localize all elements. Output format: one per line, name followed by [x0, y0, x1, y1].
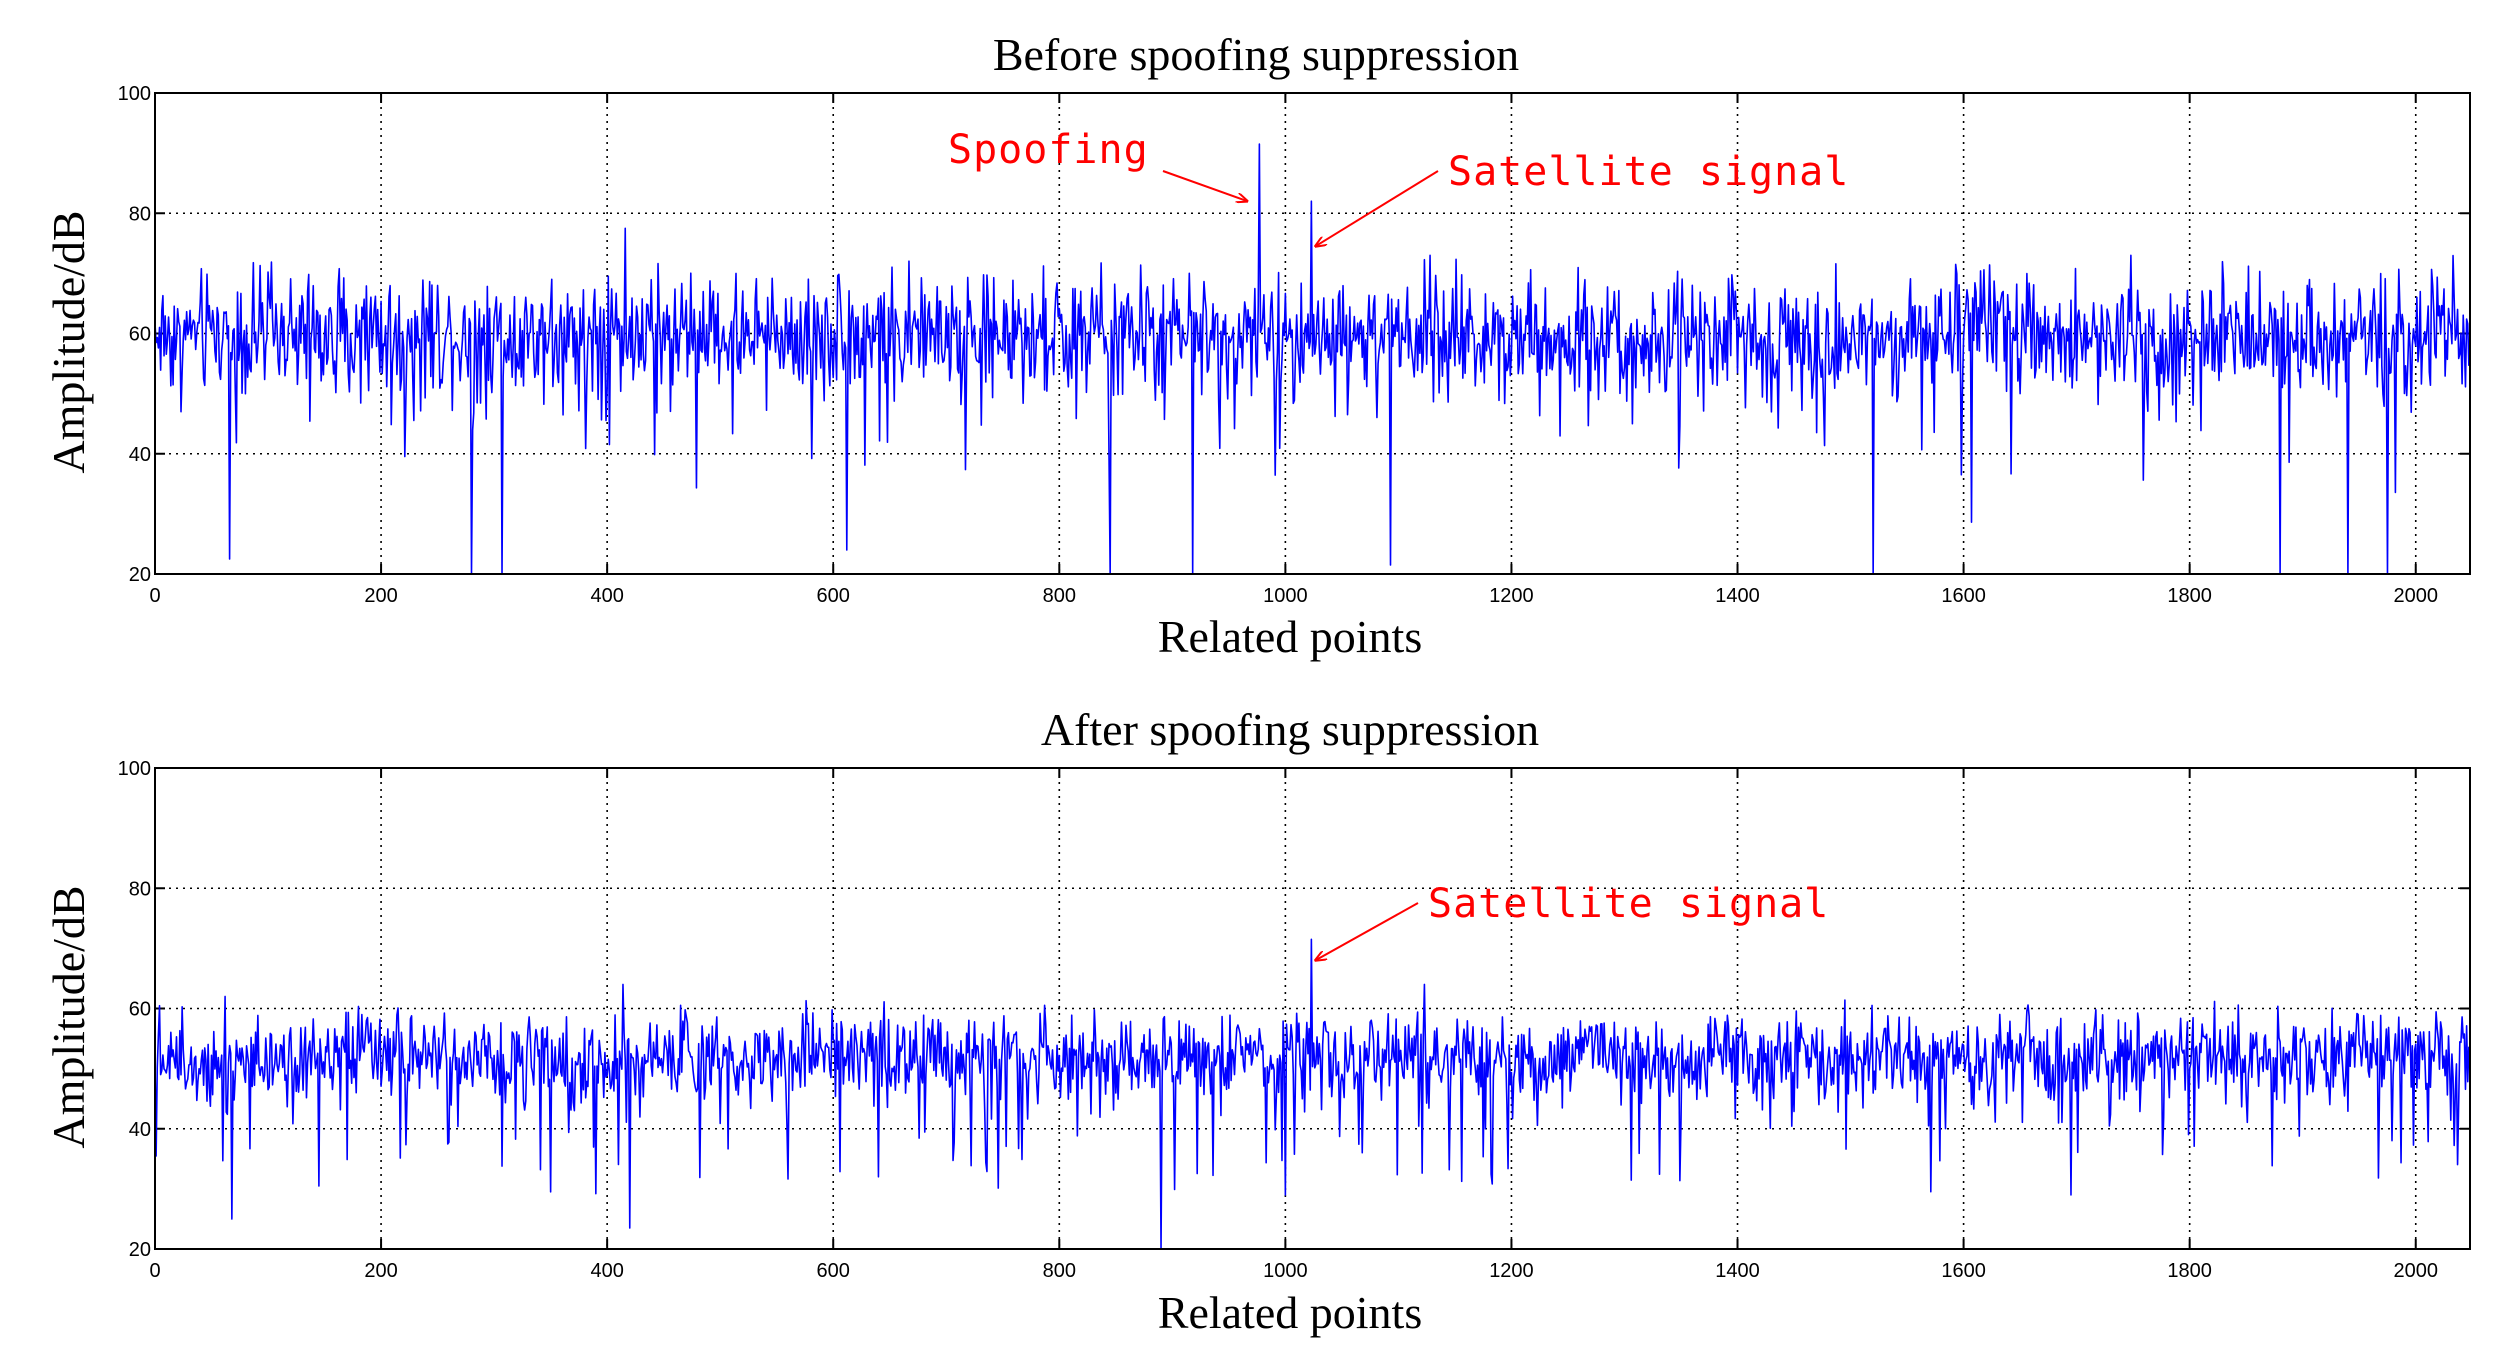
y-axis-label: Amplitude/dB — [43, 210, 94, 473]
y-axis-label: Amplitude/dB — [43, 885, 94, 1148]
y-tick-label: 100 — [118, 758, 151, 780]
plot-frame — [154, 92, 2471, 575]
x-tick-label: 400 — [590, 585, 623, 607]
x-tick-label: 0 — [149, 1260, 160, 1282]
chart-panel-before: Before spoofing suppression Related poin… — [43, 29, 2471, 662]
x-tick-label: 1000 — [1263, 1260, 1308, 1282]
annotation-arrow — [1315, 170, 1439, 246]
x-tick-label: 800 — [1043, 585, 1076, 607]
x-tick-label: 1200 — [1489, 585, 1534, 607]
x-tick-label: 2000 — [2393, 1260, 2438, 1282]
annotation-arrow — [1162, 170, 1247, 201]
x-tick-label: 800 — [1043, 1260, 1076, 1282]
x-tick-label: 200 — [364, 1260, 397, 1282]
annotation-arrow — [1315, 902, 1419, 960]
x-tick-label: 400 — [590, 1260, 623, 1282]
x-ticks: 0 200 400 600 800 1000 1200 1400 1600 1800 2000 — [149, 93, 2438, 607]
x-tick-label: 600 — [817, 585, 850, 607]
x-tick-label: 200 — [364, 585, 397, 607]
series-line — [154, 938, 2470, 1250]
plot-frame — [154, 767, 2471, 1250]
x-tick-label: 1800 — [2167, 585, 2212, 607]
x-tick-label: 1400 — [1715, 1260, 1760, 1282]
y-tick-label: 20 — [129, 564, 151, 586]
x-ticks: 0 200 400 600 800 1000 1200 1400 1600 1800 2000 — [149, 768, 2438, 1282]
y-tick-label: 80 — [129, 878, 151, 900]
series-line — [154, 143, 2470, 575]
chart-title: After spoofing suppression — [1041, 704, 1539, 755]
y-tick-label: 100 — [118, 83, 151, 105]
y-ticks: 20 40 60 80 100 — [118, 83, 2470, 586]
series — [154, 143, 2470, 575]
series — [154, 938, 2470, 1250]
chart-title: Before spoofing suppression — [993, 29, 1519, 80]
x-axis-label: Related points — [1158, 611, 1422, 662]
x-tick-label: 1600 — [1941, 585, 1986, 607]
x-tick-label: 1800 — [2167, 1260, 2212, 1282]
annotation-label: Spoofing — [948, 127, 1149, 173]
annotation-label: Satellite signal — [1428, 881, 1829, 927]
x-tick-label: 0 — [149, 585, 160, 607]
x-tick-label: 1600 — [1941, 1260, 1986, 1282]
x-tick-label: 1000 — [1263, 585, 1308, 607]
x-tick-label: 2000 — [2393, 585, 2438, 607]
y-tick-label: 40 — [129, 1119, 151, 1141]
x-tick-label: 1200 — [1489, 1260, 1534, 1282]
annotations: Spoofing Satellite signal — [948, 127, 1849, 246]
y-ticks: 20 40 60 80 100 — [118, 758, 2470, 1261]
y-tick-label: 80 — [129, 203, 151, 225]
x-tick-label: 1400 — [1715, 585, 1760, 607]
y-tick-label: 60 — [129, 324, 151, 346]
y-tick-label: 60 — [129, 999, 151, 1021]
annotation-label: Satellite signal — [1448, 149, 1849, 195]
y-tick-label: 40 — [129, 444, 151, 466]
x-tick-label: 600 — [817, 1260, 850, 1282]
y-tick-label: 20 — [129, 1239, 151, 1261]
x-axis-label: Related points — [1158, 1287, 1422, 1338]
annotations: Satellite signal — [1315, 881, 1829, 960]
chart-panel-after: After spoofing suppression Related point… — [43, 704, 2471, 1338]
